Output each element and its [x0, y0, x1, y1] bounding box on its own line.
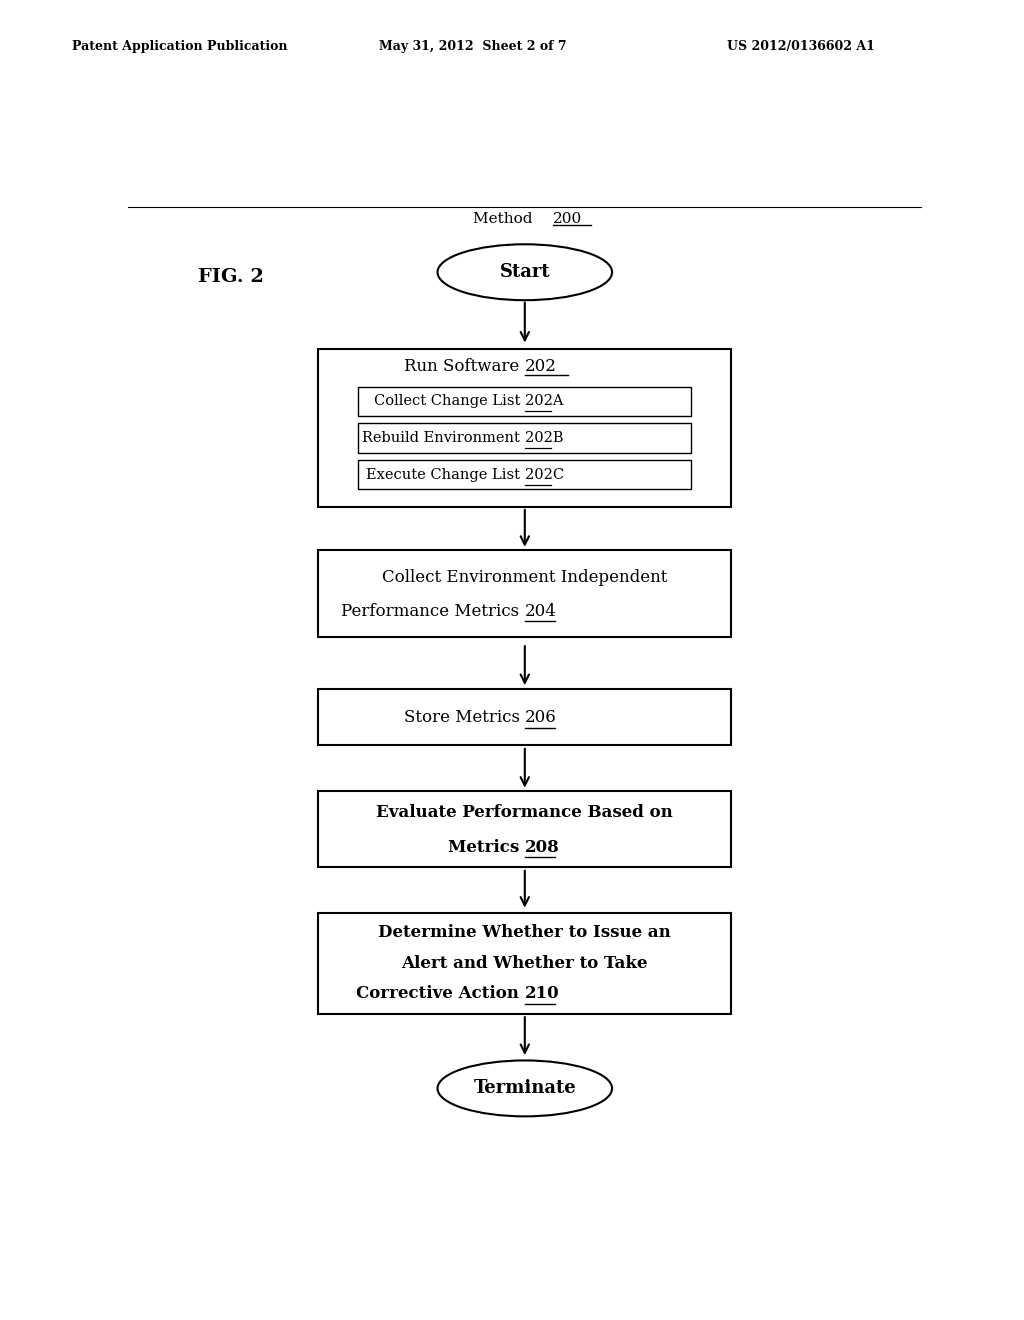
Text: Execute Change List: Execute Change List — [367, 467, 524, 482]
Text: Determine Whether to Issue an: Determine Whether to Issue an — [379, 924, 671, 941]
Text: 200: 200 — [553, 213, 582, 227]
Text: Metrics: Metrics — [447, 840, 524, 855]
Text: Performance Metrics: Performance Metrics — [341, 603, 524, 620]
Text: US 2012/0136602 A1: US 2012/0136602 A1 — [727, 40, 874, 53]
Text: 202: 202 — [524, 358, 557, 375]
Text: Run Software: Run Software — [404, 358, 524, 375]
Text: May 31, 2012  Sheet 2 of 7: May 31, 2012 Sheet 2 of 7 — [379, 40, 566, 53]
Text: 208: 208 — [524, 840, 559, 855]
Text: 206: 206 — [524, 709, 557, 726]
Text: 202B: 202B — [524, 430, 563, 445]
Text: Store Metrics: Store Metrics — [403, 709, 524, 726]
Text: 210: 210 — [524, 986, 559, 1002]
Text: Evaluate Performance Based on: Evaluate Performance Based on — [377, 804, 673, 821]
Text: FIG. 2: FIG. 2 — [199, 268, 264, 286]
Text: Rebuild Environment: Rebuild Environment — [362, 430, 524, 445]
Text: Method: Method — [473, 213, 538, 227]
Text: Collect Change List: Collect Change List — [374, 395, 524, 408]
Text: 202A: 202A — [524, 395, 563, 408]
Text: Terminate: Terminate — [473, 1080, 577, 1097]
Text: Collect Environment Independent: Collect Environment Independent — [382, 569, 668, 586]
Text: Patent Application Publication: Patent Application Publication — [72, 40, 287, 53]
Text: Corrective Action: Corrective Action — [356, 986, 524, 1002]
Text: Alert and Whether to Take: Alert and Whether to Take — [401, 954, 648, 972]
Text: 202C: 202C — [524, 467, 564, 482]
Text: Start: Start — [500, 263, 550, 281]
Text: 204: 204 — [524, 603, 557, 620]
